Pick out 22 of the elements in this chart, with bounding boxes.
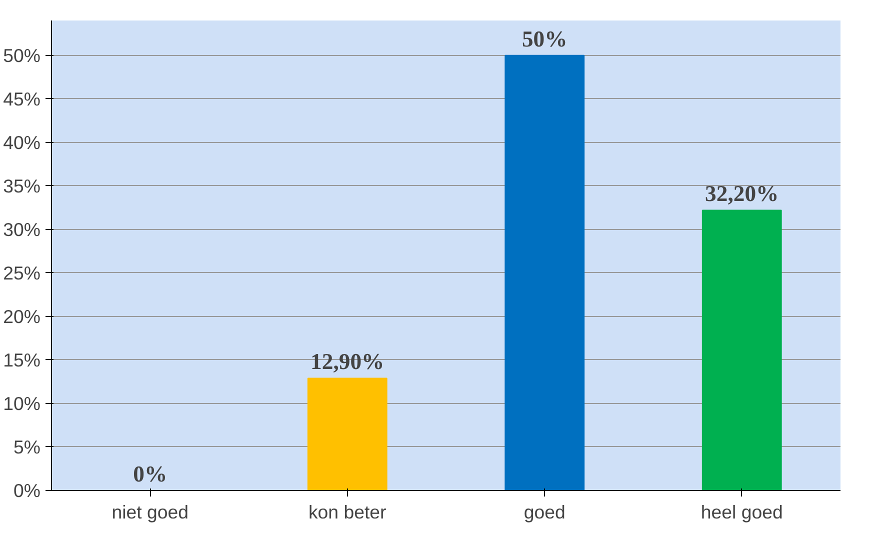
data-label: 32,20% bbox=[705, 181, 779, 206]
y-tick-label: 5% bbox=[14, 436, 41, 458]
x-tick-label: heel goed bbox=[700, 502, 783, 522]
y-tick-label: 40% bbox=[3, 132, 41, 153]
x-tick-label: niet goed bbox=[112, 502, 189, 522]
bar bbox=[702, 210, 782, 490]
y-tick-label: 0% bbox=[14, 480, 41, 501]
data-label: 0% bbox=[133, 462, 168, 486]
bar bbox=[307, 378, 388, 490]
y-tick-label: 15% bbox=[3, 349, 41, 370]
y-tick-label: 35% bbox=[3, 175, 41, 196]
y-tick-label: 25% bbox=[3, 262, 41, 284]
data-label: 12,90% bbox=[310, 349, 384, 374]
y-tick-label: 45% bbox=[3, 88, 41, 110]
bar bbox=[504, 54, 585, 490]
x-tick-label: kon beter bbox=[308, 502, 386, 522]
data-label: 50% bbox=[522, 26, 568, 52]
x-tick-label: goed bbox=[524, 502, 566, 522]
y-tick-label: 20% bbox=[3, 306, 41, 327]
y-tick-label: 30% bbox=[3, 218, 41, 240]
y-tick-label: 50% bbox=[3, 44, 41, 66]
y-tick-label: 10% bbox=[3, 392, 41, 414]
